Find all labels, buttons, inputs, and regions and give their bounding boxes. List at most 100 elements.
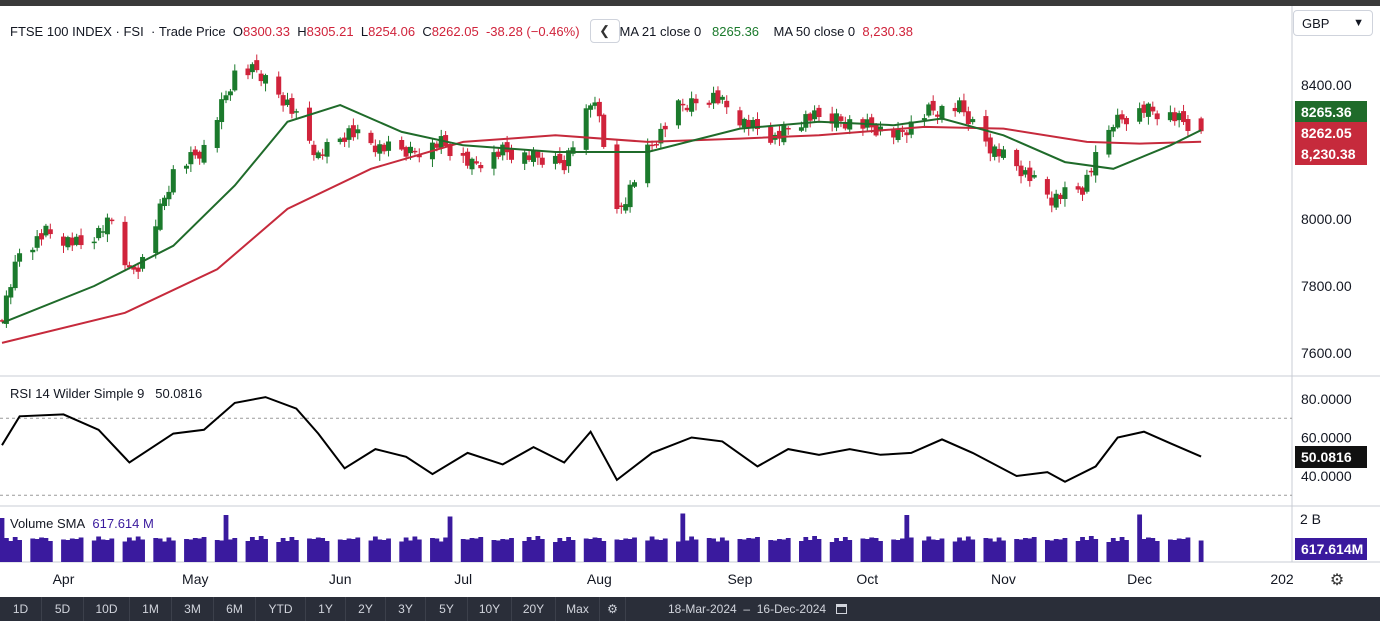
volume-bar bbox=[1088, 536, 1094, 562]
candle-body bbox=[1022, 170, 1028, 175]
volume-bar bbox=[197, 538, 203, 562]
candle-body bbox=[245, 68, 251, 76]
volume-bar bbox=[891, 539, 897, 562]
volume-bar bbox=[153, 538, 159, 562]
volume-bar bbox=[908, 537, 914, 562]
volume-bar bbox=[1031, 537, 1037, 562]
volume-bar bbox=[1150, 538, 1156, 562]
volume-bar bbox=[873, 538, 879, 562]
timeframe-button[interactable]: 3Y bbox=[386, 597, 426, 621]
candle-body bbox=[368, 132, 374, 144]
volume-bar bbox=[74, 539, 80, 562]
candle-body bbox=[627, 184, 633, 208]
candle-body bbox=[535, 151, 541, 158]
candle-body bbox=[337, 138, 343, 143]
volume-label[interactable]: Volume SMA bbox=[10, 516, 86, 531]
timeframe-button[interactable]: 20Y bbox=[512, 597, 556, 621]
volume-bar bbox=[935, 540, 940, 562]
candle-body bbox=[509, 148, 515, 160]
candle-body bbox=[1062, 187, 1068, 199]
timeframe-button[interactable]: 5D bbox=[42, 597, 84, 621]
volume-bar bbox=[557, 538, 563, 562]
candle-body bbox=[232, 70, 238, 91]
ma50-price-tag: 8,230.38 bbox=[1295, 143, 1367, 165]
candle-body bbox=[342, 137, 348, 142]
date-range[interactable]: 18-Mar-2024 – 16-Dec-2024 bbox=[668, 602, 848, 616]
volume-bar bbox=[684, 540, 690, 562]
candle-body bbox=[552, 155, 558, 164]
volume-bar bbox=[961, 540, 967, 562]
high-value: 8305.21 bbox=[306, 23, 354, 39]
candle-body bbox=[693, 98, 699, 104]
volume-bar bbox=[289, 537, 295, 562]
volume-bar bbox=[869, 537, 875, 562]
high-label: H bbox=[297, 23, 307, 39]
volume-bar bbox=[1146, 537, 1151, 562]
volume-bar bbox=[469, 538, 475, 562]
volume-bar bbox=[838, 541, 844, 562]
candle-body bbox=[1093, 152, 1099, 176]
volume-bar bbox=[285, 541, 290, 562]
timeframe-button[interactable]: 1Y bbox=[306, 597, 346, 621]
volume-bar bbox=[135, 536, 141, 562]
volume-bar bbox=[491, 540, 497, 562]
timeframe-button[interactable]: 5Y bbox=[426, 597, 468, 621]
ma21-label[interactable]: MA 21 close 0 bbox=[619, 23, 702, 39]
candle-body bbox=[649, 144, 655, 147]
timeframe-button[interactable]: 2Y bbox=[346, 597, 386, 621]
candle-body bbox=[706, 102, 712, 105]
candle-body bbox=[724, 100, 730, 108]
volume-bar bbox=[535, 536, 541, 562]
candle-body bbox=[1088, 170, 1094, 173]
timeframe-button[interactable]: 3M bbox=[172, 597, 214, 621]
timeframe-button[interactable]: 10Y bbox=[468, 597, 512, 621]
volume-bar bbox=[1141, 539, 1147, 562]
candle-body bbox=[60, 236, 66, 246]
candle-body bbox=[1137, 108, 1143, 122]
volume-bar bbox=[741, 539, 747, 562]
candle-body bbox=[601, 114, 607, 147]
candle-body bbox=[465, 151, 471, 166]
timeframe-button[interactable]: 1M bbox=[130, 597, 172, 621]
volume-bar bbox=[952, 541, 958, 562]
timeframe-button[interactable]: 6M bbox=[214, 597, 256, 621]
volume-bar bbox=[443, 537, 449, 562]
volume-bar bbox=[689, 536, 695, 562]
volume-bar bbox=[992, 541, 998, 562]
settings-icon[interactable]: ⚙ bbox=[1329, 572, 1345, 589]
candle-body bbox=[592, 102, 598, 106]
volume-bar bbox=[926, 536, 932, 562]
volume-bar bbox=[30, 538, 36, 562]
volume-bar bbox=[816, 539, 822, 562]
volume-bar bbox=[829, 542, 835, 562]
candle-body bbox=[17, 253, 23, 262]
collapse-legend-button[interactable]: ❮ bbox=[589, 19, 620, 43]
volume-bar bbox=[1075, 541, 1081, 562]
candle-body bbox=[258, 73, 264, 82]
volume-bar bbox=[632, 537, 637, 562]
candle-body bbox=[276, 76, 282, 95]
candle-body bbox=[192, 149, 198, 156]
volume-bar bbox=[434, 538, 440, 562]
rsi-label[interactable]: RSI 14 Wilder Simple 9 bbox=[10, 386, 145, 401]
volume-bar bbox=[509, 538, 514, 562]
currency-select[interactable]: GBP ▼ bbox=[1293, 10, 1373, 36]
candle-body bbox=[109, 219, 115, 222]
timeframe-button[interactable]: 1D bbox=[0, 597, 42, 621]
volume-bar bbox=[1062, 538, 1068, 562]
symbol-name[interactable]: FTSE 100 INDEX bbox=[10, 23, 112, 39]
gear-icon[interactable]: ⚙ bbox=[600, 597, 626, 621]
candle-body bbox=[280, 95, 286, 106]
timeframe-button[interactable]: YTD bbox=[256, 597, 306, 621]
volume-bar bbox=[126, 537, 132, 562]
candle-body bbox=[877, 126, 883, 132]
calendar-icon[interactable] bbox=[836, 604, 848, 614]
volume-bar bbox=[162, 541, 167, 562]
ma50-label[interactable]: MA 50 close 0 bbox=[773, 23, 856, 39]
volume-bar bbox=[408, 540, 413, 562]
timeframe-button[interactable]: 10D bbox=[84, 597, 130, 621]
timeframe-button[interactable]: Max bbox=[556, 597, 600, 621]
chart-canvas[interactable]: 8400.00 8000.00 7800.00 7600.00 80.0000 60.0… bbox=[0, 0, 1380, 597]
candle-body bbox=[1185, 119, 1191, 131]
open-value: 8300.33 bbox=[242, 23, 290, 39]
